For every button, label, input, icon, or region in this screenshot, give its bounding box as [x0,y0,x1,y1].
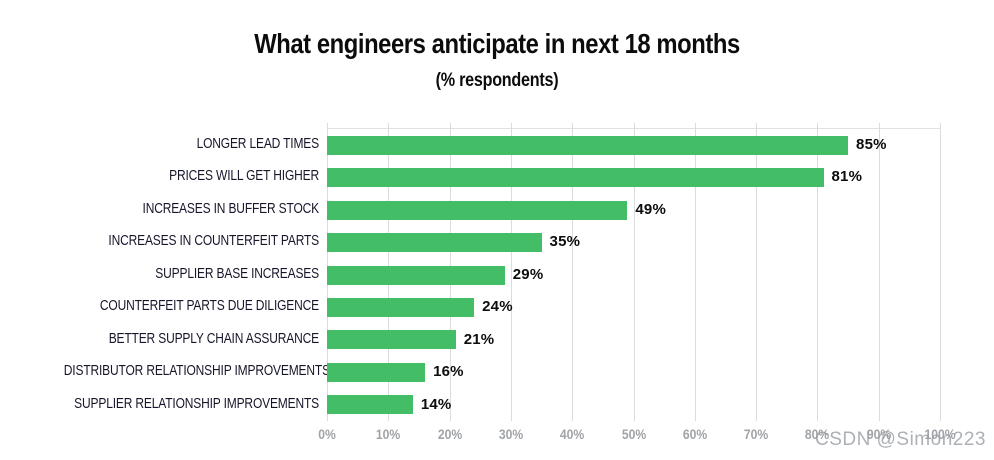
x-tick-label: 100% [924,427,956,442]
bar-value-label: 35% [549,233,581,251]
bar-value-label: 29% [512,265,544,283]
category-label: PRICES WILL GET HIGHER [169,167,319,185]
bar-value-label: 49% [635,200,666,218]
x-axis-ticks: 0% 10% 20% 30% 40% 50% 60% 70% 80% 90% 100% [318,427,955,449]
gridline [817,123,819,421]
bar [327,330,456,350]
category-label: INCREASES IN COUNTERFEIT PARTS [108,232,319,250]
x-tick-label: 0% [318,427,336,442]
gridline [878,123,880,421]
bar [327,168,824,188]
gridline [510,123,512,421]
bar-value-label: 16% [433,363,464,381]
bar [327,297,475,317]
x-tick-label: 30% [498,427,524,442]
bar [327,233,542,253]
gridline [756,123,758,421]
gridline [940,123,941,421]
watermark: CSDN @Simon223 [815,429,986,450]
plot-area: 85% 81% 49% 35% 29% 24% 21% 16% 14% [327,123,941,421]
x-tick-label: 10% [376,427,401,442]
category-label: INCREASES IN BUFFER STOCK [142,199,320,217]
gridline [694,123,696,421]
page-title: What engineers anticipate in next 18 mon… [254,28,740,59]
x-tick-label: 80% [805,427,830,442]
x-tick-label: 40% [560,427,585,442]
x-tick-label: 60% [682,427,707,442]
bar-value-label: 14% [420,395,452,413]
x-tick-label: 50% [621,427,646,442]
x-tick-label: 20% [437,427,462,442]
category-label: SUPPLIER RELATIONSHIP IMPROVEMENTS [74,394,319,412]
x-tick-label: 90% [866,427,891,442]
category-label: BETTER SUPPLY CHAIN ASSURANCE [108,329,319,347]
bar [327,265,505,285]
bar [327,200,628,220]
bar [327,362,426,382]
page-subtitle: (% respondents) [435,70,559,91]
bar-value-label: 81% [831,168,863,186]
category-labels: LONGER LEAD TIMES PRICES WILL GET HIGHER I… [0,128,330,420]
gridline [572,123,574,421]
bar [327,395,413,415]
bar-value-label: 85% [856,136,887,153]
category-label: LONGER LEAD TIMES [196,135,320,152]
bar [327,135,849,155]
bar-value-label: 21% [463,330,495,348]
bar-value-label: 24% [482,298,513,316]
x-tick-label: 70% [743,427,769,442]
category-label: DISTRIBUTOR RELATIONSHIP IMPROVEMENTS [63,362,330,380]
gridline [633,123,635,421]
category-label: COUNTERFEIT PARTS DUE DILIGENCE [99,297,319,315]
category-label: SUPPLIER BASE INCREASES [155,264,319,282]
